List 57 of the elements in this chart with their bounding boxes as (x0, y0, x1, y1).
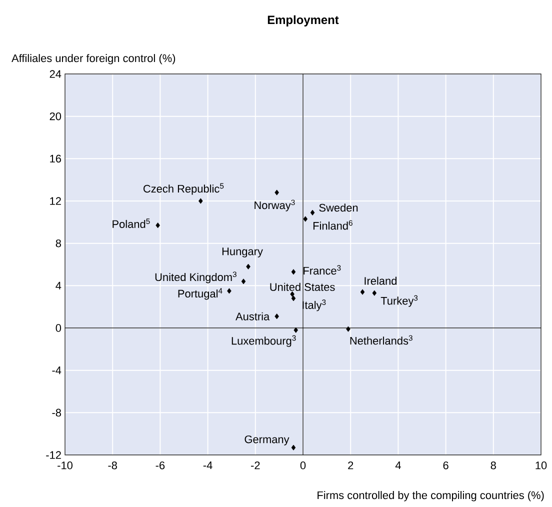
y-tick-label: -12 (46, 451, 61, 459)
annotation: France$^{3}$ (304, 265, 341, 275)
annotation: United States (270, 282, 335, 291)
y-tick-label: 16 (50, 154, 61, 163)
annotation: Poland$^{5}$ (112, 218, 150, 228)
y-tick-label: 8 (56, 239, 61, 248)
annotation: Sweden (319, 204, 358, 212)
annotation: Ireland (364, 276, 396, 285)
point (274, 190, 279, 196)
x-tick-label: -10 (58, 462, 72, 470)
point (294, 327, 298, 333)
point (372, 290, 377, 296)
y-axis-title: Affiliales under foreign control (%) (12, 54, 176, 64)
x-tick-label: -4 (203, 462, 212, 470)
point (227, 288, 232, 294)
y-tick-label: 0 (56, 324, 62, 332)
y-tick-label: 24 (50, 70, 62, 78)
point (291, 269, 296, 275)
x-tick-label: 6 (443, 462, 448, 470)
point (346, 326, 350, 332)
annotation: Germany (244, 435, 290, 446)
point (246, 264, 250, 270)
point (274, 314, 279, 320)
point (290, 291, 294, 297)
x-tick-label: 4 (395, 462, 401, 470)
x-tick-label: 8 (490, 462, 496, 470)
y-tick-label: 4 (56, 282, 62, 290)
x-tick-label: -2 (251, 462, 260, 470)
x-tick-label: 2 (348, 462, 354, 470)
x-tick-label: 10 (536, 462, 547, 470)
x-tick-label: -8 (108, 462, 117, 470)
annotation: Finland$^{6}$ (313, 220, 352, 230)
annotation: Czech Republic$^{5}$ (144, 183, 224, 195)
annotation: Portugal$^{4}$ (178, 288, 222, 300)
annotation: Austria (236, 312, 270, 320)
point (156, 222, 160, 228)
point (303, 216, 308, 222)
annotation: Norway$^{3}$ (254, 200, 295, 212)
point (310, 210, 315, 216)
annotation: Netherlands$^{3}$ (350, 335, 412, 345)
point (291, 444, 296, 450)
annotation: Turkey$^{3}$ (380, 295, 418, 307)
x-axis-title: Firms controlled by the compiling countries (%) (318, 491, 544, 502)
annotation: Hungary (222, 248, 263, 258)
annotation: Luxembourg$^{3}$ (232, 335, 296, 347)
y-tick-label: 12 (50, 197, 61, 205)
point (360, 289, 365, 295)
x-tick-label: 0 (300, 462, 306, 470)
chart-title: Employment (268, 15, 339, 26)
y-tick-label: 20 (50, 112, 62, 120)
y-tick-label: -4 (52, 366, 62, 374)
point (291, 296, 296, 302)
point (198, 198, 203, 204)
point (241, 278, 246, 284)
x-tick-label: -6 (156, 462, 165, 470)
y-tick-label: -8 (52, 408, 61, 417)
annotation: United Kingdom$^{3}$ (155, 272, 236, 284)
